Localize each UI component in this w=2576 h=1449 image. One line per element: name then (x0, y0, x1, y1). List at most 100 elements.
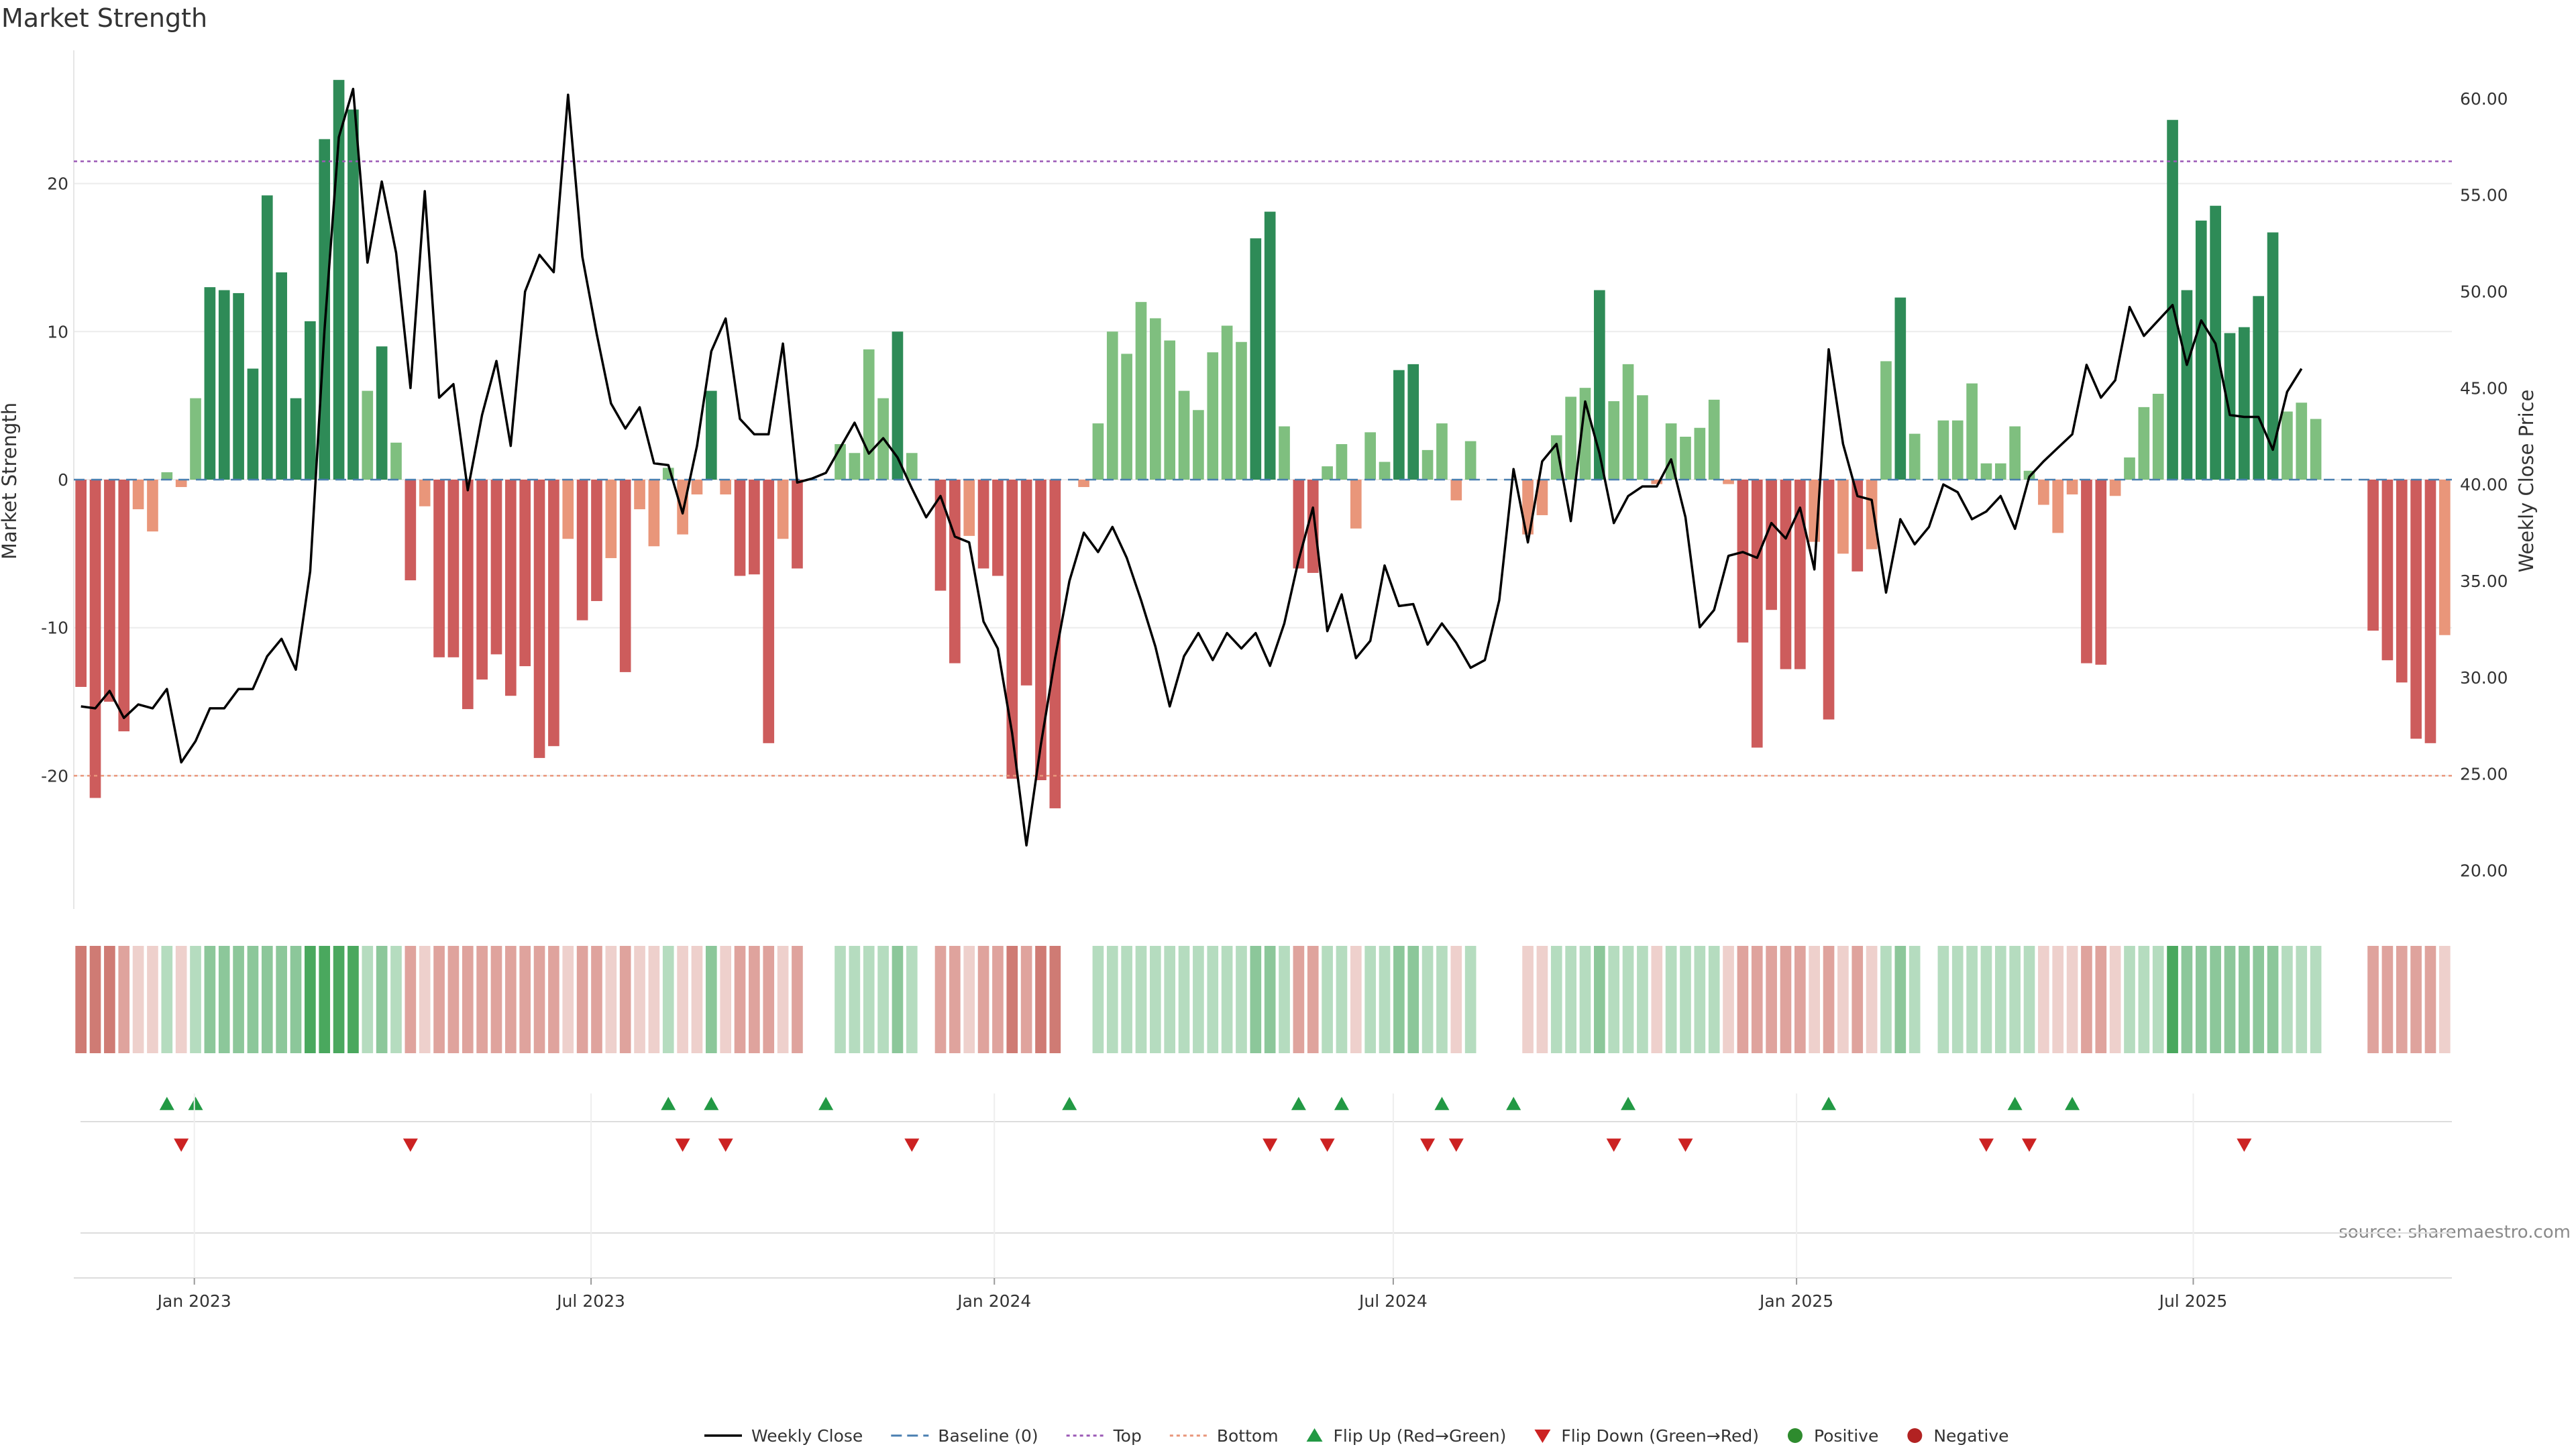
heat-cell (1994, 946, 2006, 1053)
strength-bar (720, 480, 732, 495)
strength-bar (1436, 423, 1448, 480)
legend-swatch (1306, 1428, 1323, 1442)
strength-bar (1207, 352, 1219, 480)
flip-down-marker (2022, 1138, 2037, 1152)
heat-cell (1880, 946, 1892, 1053)
strength-bar (1994, 463, 2006, 480)
heat-cell (906, 946, 918, 1053)
heat-cell (261, 946, 273, 1053)
strength-bar (347, 109, 359, 480)
strength-bar (2367, 480, 2379, 631)
heat-cell (677, 946, 688, 1053)
status-heat-strip (75, 946, 2451, 1053)
left-axis-label: Market Strength (0, 402, 21, 559)
heat-cell (2224, 946, 2236, 1053)
heat-cell (1622, 946, 1634, 1053)
heat-cell (705, 946, 717, 1053)
heat-cell (877, 946, 889, 1053)
heat-cell (1250, 946, 1262, 1053)
heat-cell (405, 946, 417, 1053)
strength-bar (1049, 480, 1061, 808)
strength-bar (992, 480, 1004, 576)
strength-bar (89, 480, 101, 798)
strength-bar (1150, 318, 1161, 480)
strength-bar (605, 480, 617, 558)
heat-cell (1121, 946, 1132, 1053)
strength-bar (175, 480, 187, 488)
strength-bar (1894, 297, 1907, 480)
flip-up-marker (188, 1097, 203, 1110)
left-tick-label: 10 (47, 322, 68, 341)
flip-up-marker (1621, 1097, 1636, 1110)
heat-cell (1951, 946, 1964, 1053)
strength-bar (319, 139, 331, 480)
strength-bar (2181, 290, 2193, 480)
heat-cell (1608, 946, 1620, 1053)
heat-cell (1550, 946, 1562, 1053)
heat-cell (290, 946, 302, 1053)
heat-cell (591, 946, 602, 1053)
heat-cell (319, 946, 331, 1053)
strength-bar (1379, 462, 1391, 480)
strength-bar (691, 480, 703, 495)
heat-cell (2181, 946, 2193, 1053)
heat-cell (1966, 946, 1978, 1053)
strength-bar (1951, 420, 1964, 480)
heat-cell (1737, 946, 1749, 1053)
heat-cell (1594, 946, 1605, 1053)
heat-cell (1336, 946, 1348, 1053)
heat-cell (1207, 946, 1219, 1053)
strength-bar (2152, 394, 2164, 480)
strength-bar (1723, 480, 1734, 484)
flip-up-marker (2007, 1097, 2023, 1110)
heat-cell (89, 946, 101, 1053)
strength-bar (849, 453, 861, 480)
flip-down-marker (1678, 1138, 1693, 1152)
heat-cell (949, 946, 961, 1053)
heat-cell (792, 946, 803, 1053)
strength-bar (2081, 480, 2092, 663)
heat-cell (1536, 946, 1548, 1053)
strength-bar (1006, 480, 1018, 779)
strength-bar (705, 390, 717, 480)
heat-cell (1307, 946, 1319, 1053)
heat-cell (1851, 946, 1864, 1053)
strength-bar (376, 346, 388, 480)
heat-cell (2052, 946, 2064, 1053)
heat-cell (147, 946, 158, 1053)
left-tick-label: 0 (58, 470, 68, 490)
strength-bar (2253, 296, 2265, 480)
heat-cell (490, 946, 502, 1053)
strength-bar (1164, 340, 1176, 480)
heat-cell (118, 946, 130, 1053)
strength-bar (1421, 449, 1434, 480)
strength-bar (576, 480, 588, 621)
heat-cell (276, 946, 287, 1053)
heat-cell (605, 946, 617, 1053)
strength-bar (734, 480, 746, 576)
strength-bar (305, 321, 316, 480)
strength-bar (433, 480, 445, 657)
heat-cell (390, 946, 402, 1053)
x-tick-label: Jul 2025 (2158, 1291, 2228, 1311)
price-line-layer (80, 87, 2303, 847)
heat-cell (1809, 946, 1821, 1053)
heat-cell (2210, 946, 2221, 1053)
heat-cell (1164, 946, 1176, 1053)
heat-cell (1279, 946, 1290, 1053)
heat-cell (749, 946, 760, 1053)
heat-cell (104, 946, 115, 1053)
legend-item: Positive (1787, 1426, 1878, 1446)
heat-cell (1766, 946, 1777, 1053)
heat-cell (333, 946, 345, 1053)
strength-bar (1794, 480, 1806, 669)
strength-bar (2138, 407, 2150, 480)
flip-up-marker (159, 1097, 174, 1110)
legend-label: Flip Up (Red→Green) (1334, 1426, 1507, 1446)
heat-cell (1150, 946, 1161, 1053)
heat-cell (1794, 946, 1806, 1053)
strength-bar (2381, 480, 2394, 661)
flip-up-marker (1062, 1097, 1077, 1110)
strength-bar (1092, 423, 1104, 480)
heat-cell (1006, 946, 1018, 1053)
